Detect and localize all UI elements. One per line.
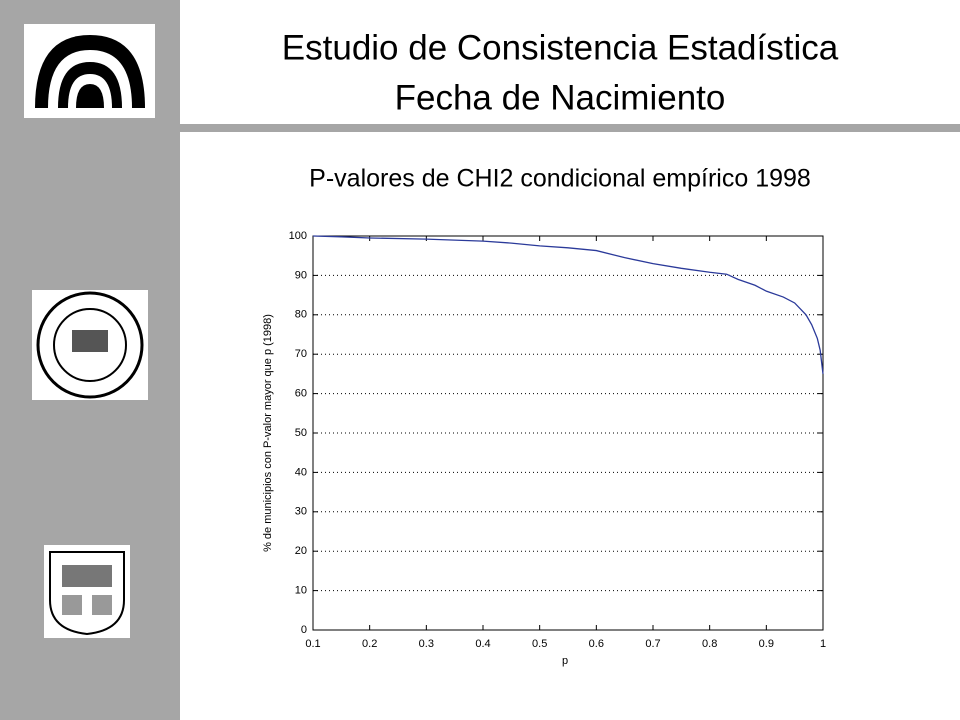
y-tick-label: 50 bbox=[295, 427, 307, 439]
logo-middle bbox=[32, 290, 148, 400]
y-axis-label: % de municipios con P-valor mayor que p … bbox=[262, 314, 274, 552]
title: Estudio de Consistencia Estadística bbox=[282, 28, 839, 67]
x-tick-label: 0.4 bbox=[475, 638, 490, 650]
plot-frame bbox=[312, 235, 824, 631]
x-tick-label: 0.6 bbox=[589, 638, 604, 650]
y-tick-label: 80 bbox=[295, 309, 307, 321]
y-tick-label: 0 bbox=[301, 624, 307, 636]
x-tick-label: 0.1 bbox=[305, 638, 320, 650]
y-tick-label: 30 bbox=[295, 506, 307, 518]
y-tick-label: 20 bbox=[295, 545, 307, 557]
x-axis-label: p bbox=[562, 655, 568, 667]
chart-title: P-valores de CHI2 condicional empírico 1… bbox=[309, 165, 811, 193]
x-tick-label: 0.7 bbox=[645, 638, 660, 650]
y-tick-label: 90 bbox=[295, 269, 307, 281]
x-tick-label: 0.5 bbox=[532, 638, 547, 650]
data-line bbox=[312, 235, 824, 374]
y-tick-label: 40 bbox=[295, 466, 307, 478]
y-tick-label: 10 bbox=[295, 585, 307, 597]
title: Fecha de Nacimiento bbox=[395, 78, 726, 117]
x-tick-label: 0.3 bbox=[419, 638, 434, 650]
x-tick-label: 0.2 bbox=[362, 638, 377, 650]
y-tick-label: 100 bbox=[289, 230, 307, 242]
logo-top bbox=[24, 24, 155, 118]
plot: 0 10 20 30 40 50 60 70 80 90 100 0.1 0.2 0.3 0.4 0.5 0.6… bbox=[289, 230, 826, 650]
divider bbox=[180, 124, 960, 132]
x-tick-label: 0.9 bbox=[759, 638, 774, 650]
logo-bottom bbox=[44, 545, 130, 638]
y-tick-label: 70 bbox=[295, 348, 307, 360]
y-tick-label: 60 bbox=[295, 388, 307, 400]
x-tick-label: 1 bbox=[820, 638, 826, 650]
x-tick-label: 0.8 bbox=[702, 638, 717, 650]
